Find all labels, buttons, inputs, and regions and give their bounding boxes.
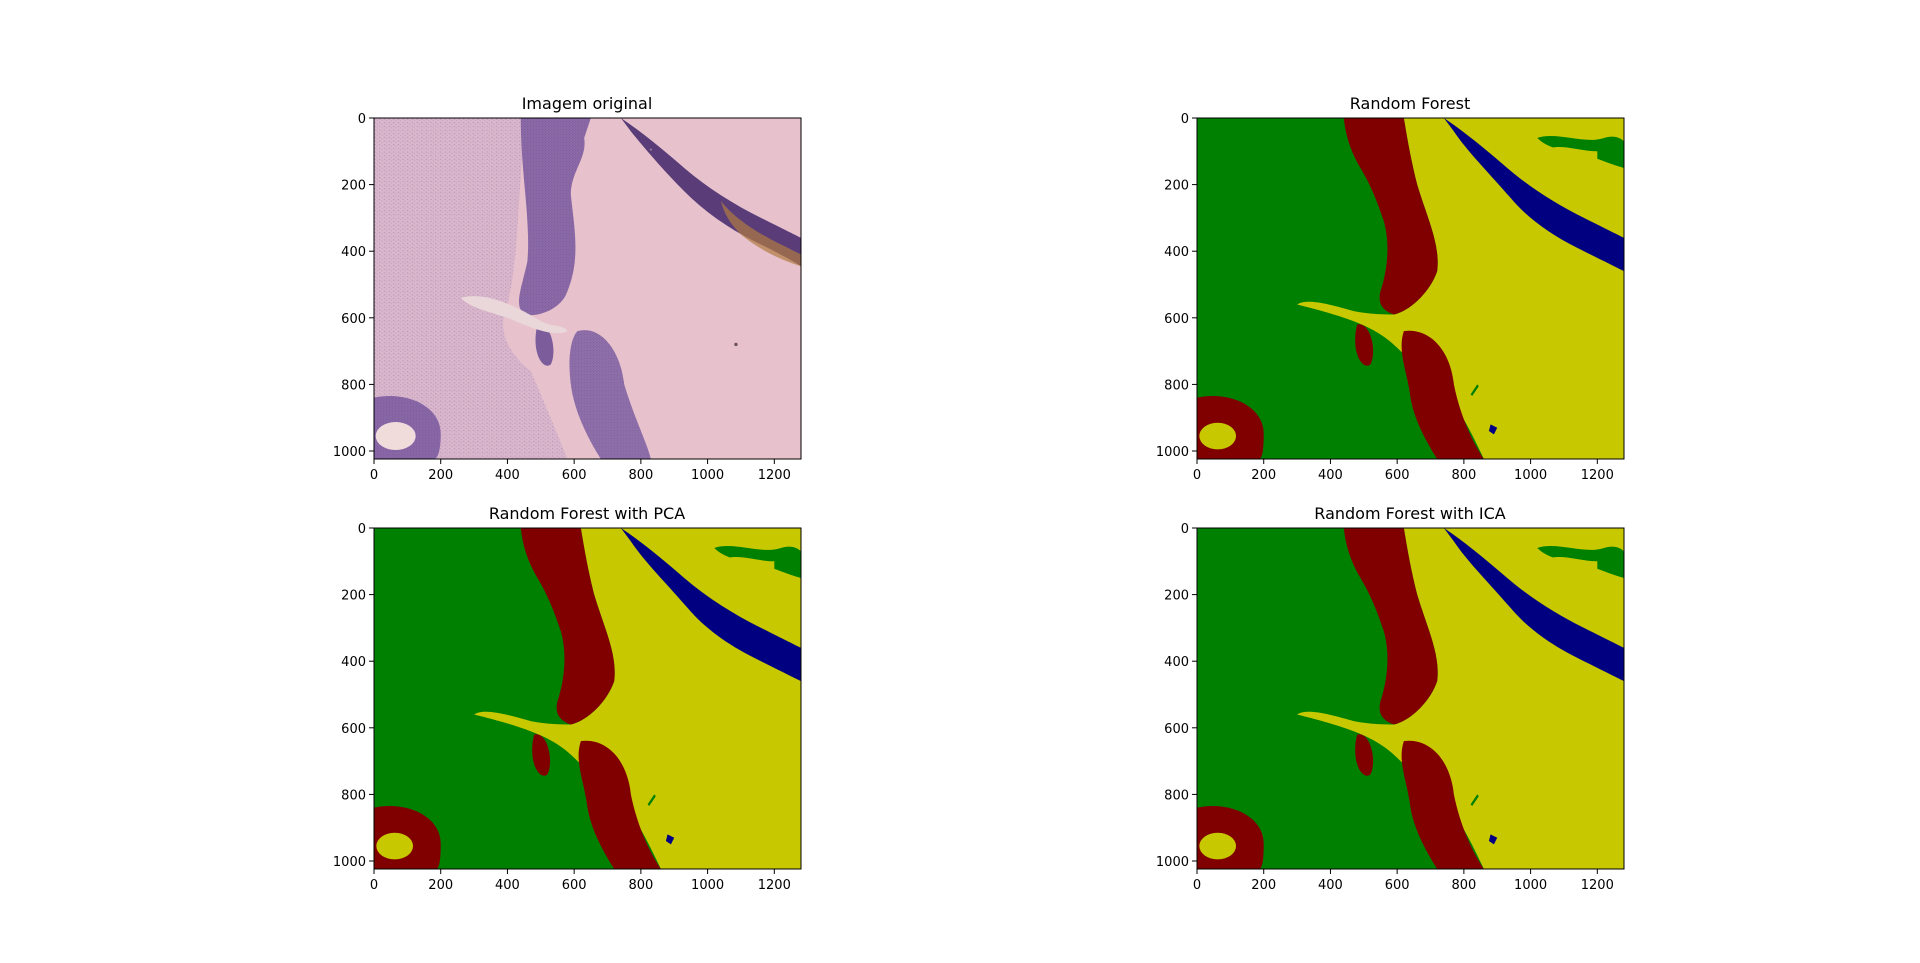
class-region-yellow (1550, 557, 1598, 572)
class-region-blue (665, 834, 675, 845)
y-tick-label: 800 (1164, 378, 1189, 393)
y-tick-label: 1000 (1156, 445, 1189, 460)
y-tick-label: 600 (1164, 722, 1189, 737)
x-tick-label: 400 (495, 468, 520, 483)
y-tick-label: 200 (1164, 179, 1189, 194)
axes-random-forest-pca: 0 200 400 600 800 1000 1200 0 200 400 600 800 1000 (333, 522, 791, 893)
x-tick-label: 400 (1318, 878, 1343, 893)
y-tick-label: 400 (1164, 245, 1189, 260)
panel-random-forest-pca: Random Forest with PCA 0 200 400 600 800 1000… (333, 504, 802, 893)
y-tick-label: 1000 (1156, 855, 1189, 870)
x-tick-label: 200 (428, 468, 453, 483)
class-region-red (532, 734, 551, 776)
segmentation-map (374, 528, 801, 869)
x-tick-label: 800 (1451, 468, 1476, 483)
class-region-blue (1488, 834, 1498, 845)
x-tick-label: 200 (1251, 878, 1276, 893)
x-tick-label: 1200 (758, 878, 791, 893)
x-tick-label: 800 (628, 468, 653, 483)
segmentation-map (1197, 118, 1624, 459)
y-tick-label: 400 (341, 655, 366, 670)
panel-title: Imagem original (522, 94, 653, 113)
y-tick-label: 200 (341, 589, 366, 604)
class-region-red (1488, 424, 1498, 435)
x-tick-label: 1200 (1581, 468, 1614, 483)
x-tick-label: 0 (1193, 878, 1201, 893)
class-region-red (1355, 324, 1374, 366)
x-tick-label: 600 (1385, 878, 1410, 893)
y-tick-label: 1000 (333, 855, 366, 870)
x-tick-label: 1000 (1514, 878, 1547, 893)
original-image (374, 118, 801, 459)
panel-random-forest: Random Forest 0 200 400 600 800 1000 1200 0 200 4… (1156, 94, 1625, 483)
axes-original: 0 200 400 600 800 1000 1200 0 200 400 600 800 1000 (333, 112, 791, 483)
y-tick-label: 200 (341, 179, 366, 194)
class-region-green (647, 794, 656, 807)
class-region-blue (1443, 118, 1624, 272)
x-tick-label: 0 (1193, 468, 1201, 483)
y-tick-label: 800 (341, 378, 366, 393)
x-tick-label: 600 (562, 878, 587, 893)
class-region-green (1470, 794, 1479, 807)
y-tick-label: 400 (341, 245, 366, 260)
panel-title: Random Forest with PCA (489, 504, 685, 523)
class-region-yellow (1550, 147, 1598, 162)
class-region-yellow (376, 832, 414, 860)
x-tick-label: 1000 (1514, 468, 1547, 483)
y-tick-label: 600 (1164, 312, 1189, 327)
class-region-green (1470, 384, 1479, 397)
class-region-red (1401, 740, 1484, 869)
y-tick-label: 200 (1164, 589, 1189, 604)
y-tick-label: 0 (358, 522, 366, 537)
x-tick-label: 200 (1251, 468, 1276, 483)
class-region-red (1401, 330, 1484, 459)
y-tick-label: 1000 (333, 445, 366, 460)
class-region-red (578, 740, 661, 869)
x-tick-label: 800 (1451, 878, 1476, 893)
y-tick-label: 600 (341, 312, 366, 327)
x-tick-label: 1200 (758, 468, 791, 483)
x-tick-label: 1000 (691, 468, 724, 483)
class-region-red (1343, 118, 1438, 315)
panel-random-forest-ica: Random Forest with ICA 0 200 400 600 800 1000… (1156, 504, 1625, 893)
y-tick-label: 0 (1181, 112, 1189, 127)
y-tick-label: 0 (1181, 522, 1189, 537)
axes-random-forest-ica: 0 200 400 600 800 1000 1200 0 200 400 600 800 1000 (1156, 522, 1614, 893)
axes-random-forest: 0 200 400 600 800 1000 1200 0 200 400 600 800 1000 (1156, 112, 1614, 483)
x-tick-label: 400 (1318, 468, 1343, 483)
class-region-yellow (1199, 832, 1237, 860)
panel-title: Random Forest (1350, 94, 1470, 113)
x-tick-label: 800 (628, 878, 653, 893)
y-tick-label: 600 (341, 722, 366, 737)
segmentation-map (1197, 528, 1624, 869)
y-tick-label: 800 (1164, 788, 1189, 803)
y-tick-label: 400 (1164, 655, 1189, 670)
panel-title: Random Forest with ICA (1314, 504, 1505, 523)
x-tick-label: 0 (370, 878, 378, 893)
class-region-red (520, 528, 615, 725)
class-region-yellow (1199, 422, 1237, 450)
x-tick-label: 200 (428, 878, 453, 893)
panel-original: Imagem original 0 200 400 600 800 1000 1200 0 20… (333, 94, 802, 483)
class-region-yellow (727, 557, 775, 572)
class-region-red (1343, 528, 1438, 725)
y-tick-label: 800 (341, 788, 366, 803)
x-tick-label: 1000 (691, 878, 724, 893)
y-tick-label: 0 (358, 112, 366, 127)
x-tick-label: 600 (562, 468, 587, 483)
class-region-red (1355, 734, 1374, 776)
x-tick-label: 0 (370, 468, 378, 483)
x-tick-label: 600 (1385, 468, 1410, 483)
class-region-blue (1443, 528, 1624, 682)
x-tick-label: 400 (495, 878, 520, 893)
x-tick-label: 1200 (1581, 878, 1614, 893)
class-region-blue (620, 528, 801, 682)
